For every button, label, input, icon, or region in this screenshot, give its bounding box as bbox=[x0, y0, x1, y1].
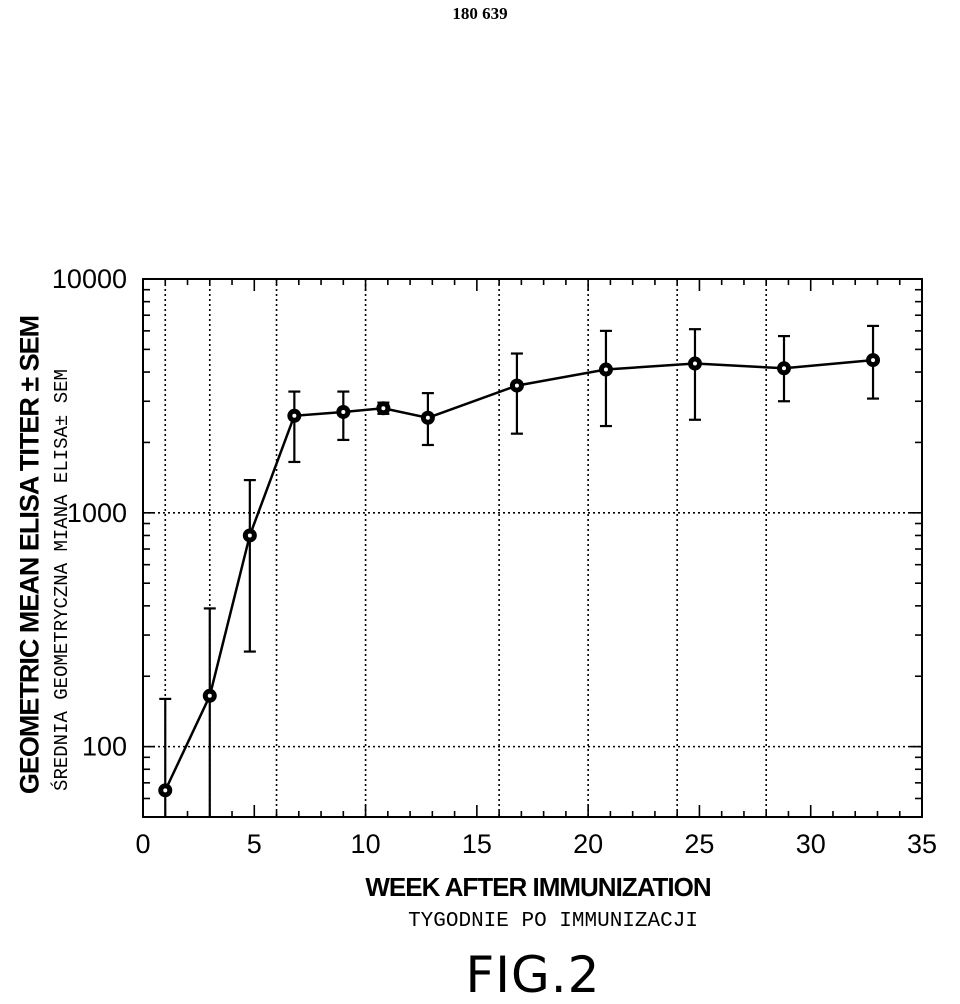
data-point-center bbox=[292, 413, 297, 418]
data-point-center bbox=[163, 788, 168, 793]
y-axis-label-secondary: ŚREDNIA GEOMETRYCZNA MIANA ELISA± SEM bbox=[51, 369, 73, 791]
page-number: 180 639 bbox=[452, 4, 508, 23]
y-tick-label: 10000 bbox=[52, 264, 127, 294]
axis-ticks bbox=[142, 278, 923, 818]
y-tick-label: 1000 bbox=[67, 498, 127, 528]
x-tick-label: 10 bbox=[351, 829, 381, 859]
x-tick-label: 25 bbox=[684, 829, 714, 859]
grid bbox=[143, 279, 922, 817]
x-tick-label: 20 bbox=[573, 829, 603, 859]
data-point-center bbox=[247, 533, 252, 538]
y-axis-label: GEOMETRIC MEAN ELISA TITER ± SEM bbox=[14, 315, 45, 795]
x-axis-label: WEEK AFTER IMMUNIZATION bbox=[365, 872, 711, 902]
data-point-center bbox=[782, 366, 787, 371]
data-point-center bbox=[692, 361, 697, 366]
plot-frame bbox=[142, 278, 923, 818]
data-point-center bbox=[425, 415, 430, 420]
tick-labels: 0 5 10 15 20 25 30 35 100 1000 10000 bbox=[52, 264, 937, 859]
x-tick-label: 0 bbox=[135, 829, 150, 859]
y-tick-label: 100 bbox=[82, 732, 127, 762]
x-axis-label-secondary: TYGODNIE PO IMMUNIZACJI bbox=[408, 910, 698, 933]
data-points bbox=[158, 353, 881, 798]
series-line bbox=[164, 358, 874, 791]
data-point-center bbox=[871, 358, 876, 363]
data-point-center bbox=[603, 367, 608, 372]
error-bars bbox=[159, 324, 880, 817]
data-point-center bbox=[341, 409, 346, 414]
x-tick-label: 35 bbox=[907, 829, 937, 859]
x-tick-label: 30 bbox=[796, 829, 826, 859]
data-point-center bbox=[514, 383, 519, 388]
data-point-center bbox=[207, 693, 212, 698]
figure-label: FIG.2 bbox=[465, 946, 601, 1004]
data-point-center bbox=[381, 406, 386, 411]
x-tick-label: 5 bbox=[247, 829, 262, 859]
x-tick-label: 15 bbox=[462, 829, 492, 859]
